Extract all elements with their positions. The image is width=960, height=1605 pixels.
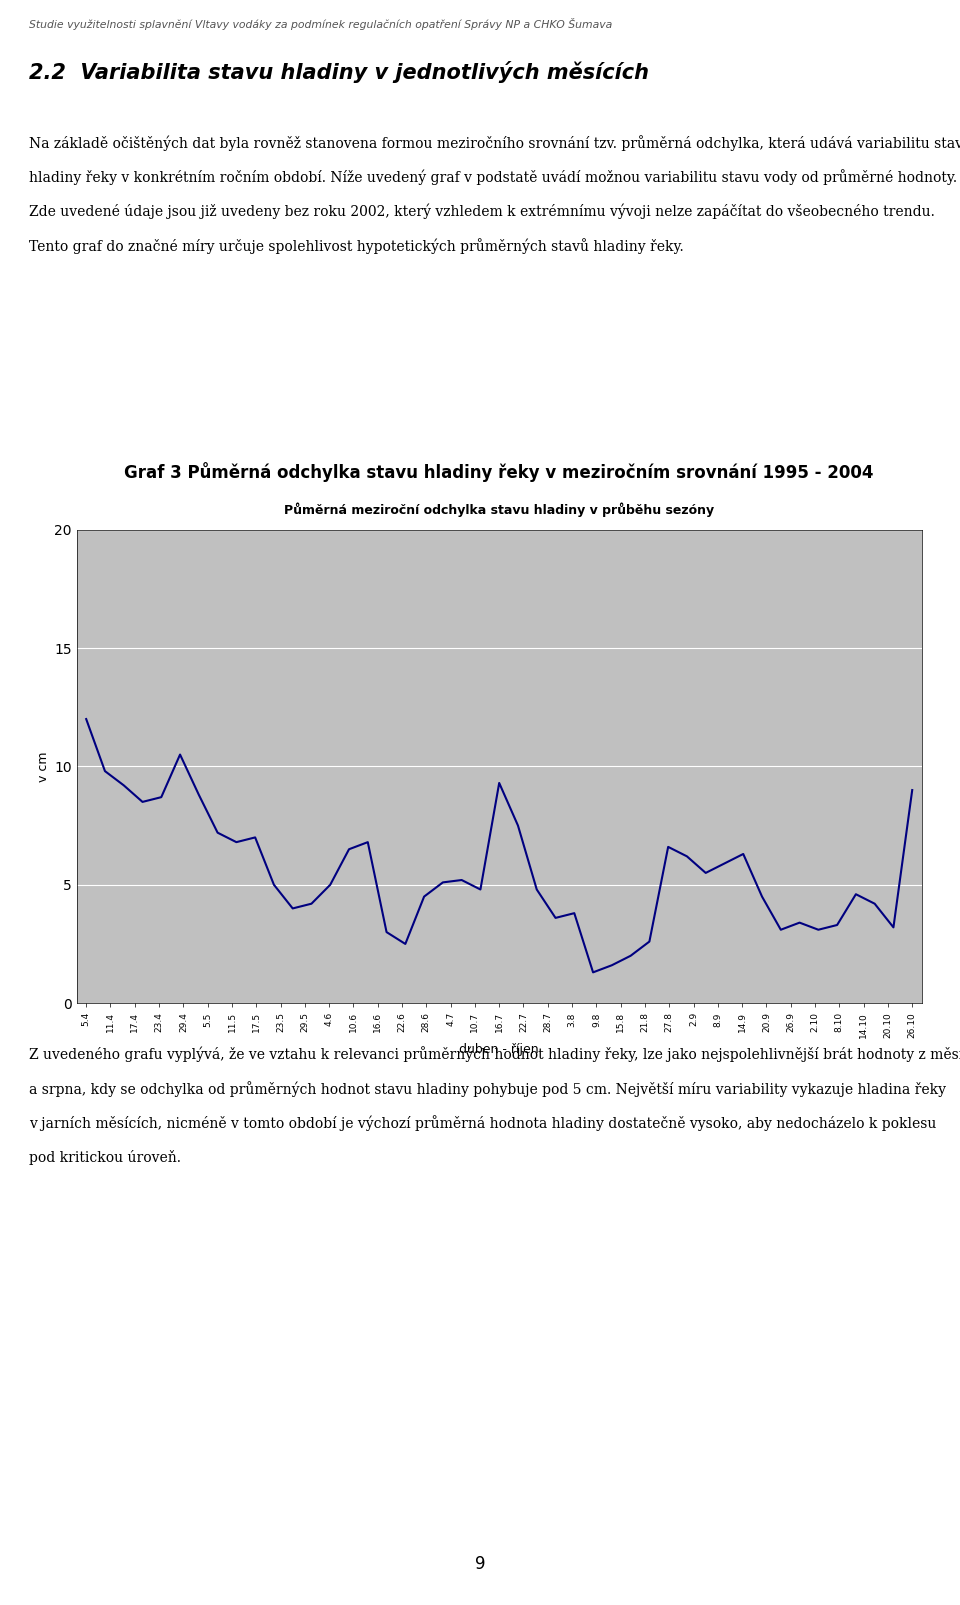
Text: Na základě očištěných dat byla rovněž stanovena formou meziročního srovnání tzv.: Na základě očištěných dat byla rovněž st… (29, 135, 960, 151)
Text: Tento graf do značné míry určuje spolehlivost hypotetických průměrných stavů hla: Tento graf do značné míry určuje spolehl… (29, 238, 684, 254)
Text: 9: 9 (475, 1555, 485, 1573)
Text: hladiny řeky v konkrétním ročním období. Níže uvedený graf v podstatě uvádí možn: hladiny řeky v konkrétním ročním období.… (29, 169, 957, 185)
Text: v jarních měsících, nicméně v tomto období je výchozí průměrná hodnota hladiny d: v jarních měsících, nicméně v tomto obdo… (29, 1115, 936, 1132)
Text: pod kritickou úroveň.: pod kritickou úroveň. (29, 1149, 180, 1165)
Text: Zde uvedené údaje jsou již uvedeny bez roku 2002, který vzhledem k extrémnímu vý: Zde uvedené údaje jsou již uvedeny bez r… (29, 204, 935, 220)
Text: Studie využitelnosti splavnění Vltavy vodáky za podmínek regulačních opatření Sp: Studie využitelnosti splavnění Vltavy vo… (29, 18, 612, 29)
Text: a srpna, kdy se odchylka od průměrných hodnot stavu hladiny pohybuje pod 5 cm. N: a srpna, kdy se odchylka od průměrných h… (29, 1082, 946, 1096)
Text: 2.2  Variabilita stavu hladiny v jednotlivých měsících: 2.2 Variabilita stavu hladiny v jednotli… (29, 61, 649, 83)
Text: Graf 3 Půměrná odchylka stavu hladiny řeky v meziročním srovnání 1995 - 2004: Graf 3 Půměrná odchylka stavu hladiny ře… (125, 462, 874, 481)
Text: Půměrná meziroční odchylka stavu hladiny v průběhu sezóny: Půměrná meziroční odchylka stavu hladiny… (284, 502, 714, 517)
Text: Z uvedeného grafu vyplývá, že ve vztahu k relevanci průměrných hodnot hladiny ře: Z uvedeného grafu vyplývá, že ve vztahu … (29, 1046, 960, 1063)
X-axis label: duben - říjen: duben - říjen (460, 1043, 539, 1056)
Y-axis label: v cm: v cm (37, 751, 50, 782)
